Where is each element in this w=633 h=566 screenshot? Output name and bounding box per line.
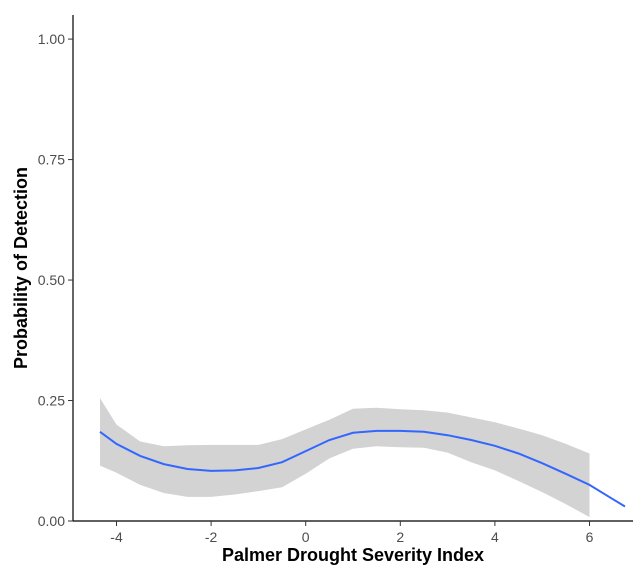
y-tick-label: 0.00	[38, 513, 65, 529]
x-tick-label: -2	[205, 529, 218, 545]
x-tick-label: 2	[396, 529, 404, 545]
y-tick-label: 0.25	[38, 393, 65, 409]
fitted-line	[99, 429, 626, 508]
confidence-band-layer	[100, 398, 590, 518]
y-axis-title: Probability of Detection	[11, 167, 31, 369]
series-line-layer	[99, 429, 626, 508]
y-tick-label: 1.00	[38, 31, 65, 47]
axes	[72, 15, 633, 522]
y-tick-label: 0.75	[38, 152, 65, 168]
y-tick-label: 0.50	[38, 272, 65, 288]
x-tick-label: -4	[110, 529, 123, 545]
ticks: -4 -2 0 2 4 6 0.00 0.25 0.50 0.75 1.00	[38, 31, 594, 545]
x-tick-label: 4	[491, 529, 499, 545]
confidence-band	[100, 398, 590, 518]
x-tick-label: 0	[302, 529, 310, 545]
x-axis-title: Palmer Drought Severity Index	[222, 545, 484, 565]
x-tick-label: 6	[586, 529, 594, 545]
